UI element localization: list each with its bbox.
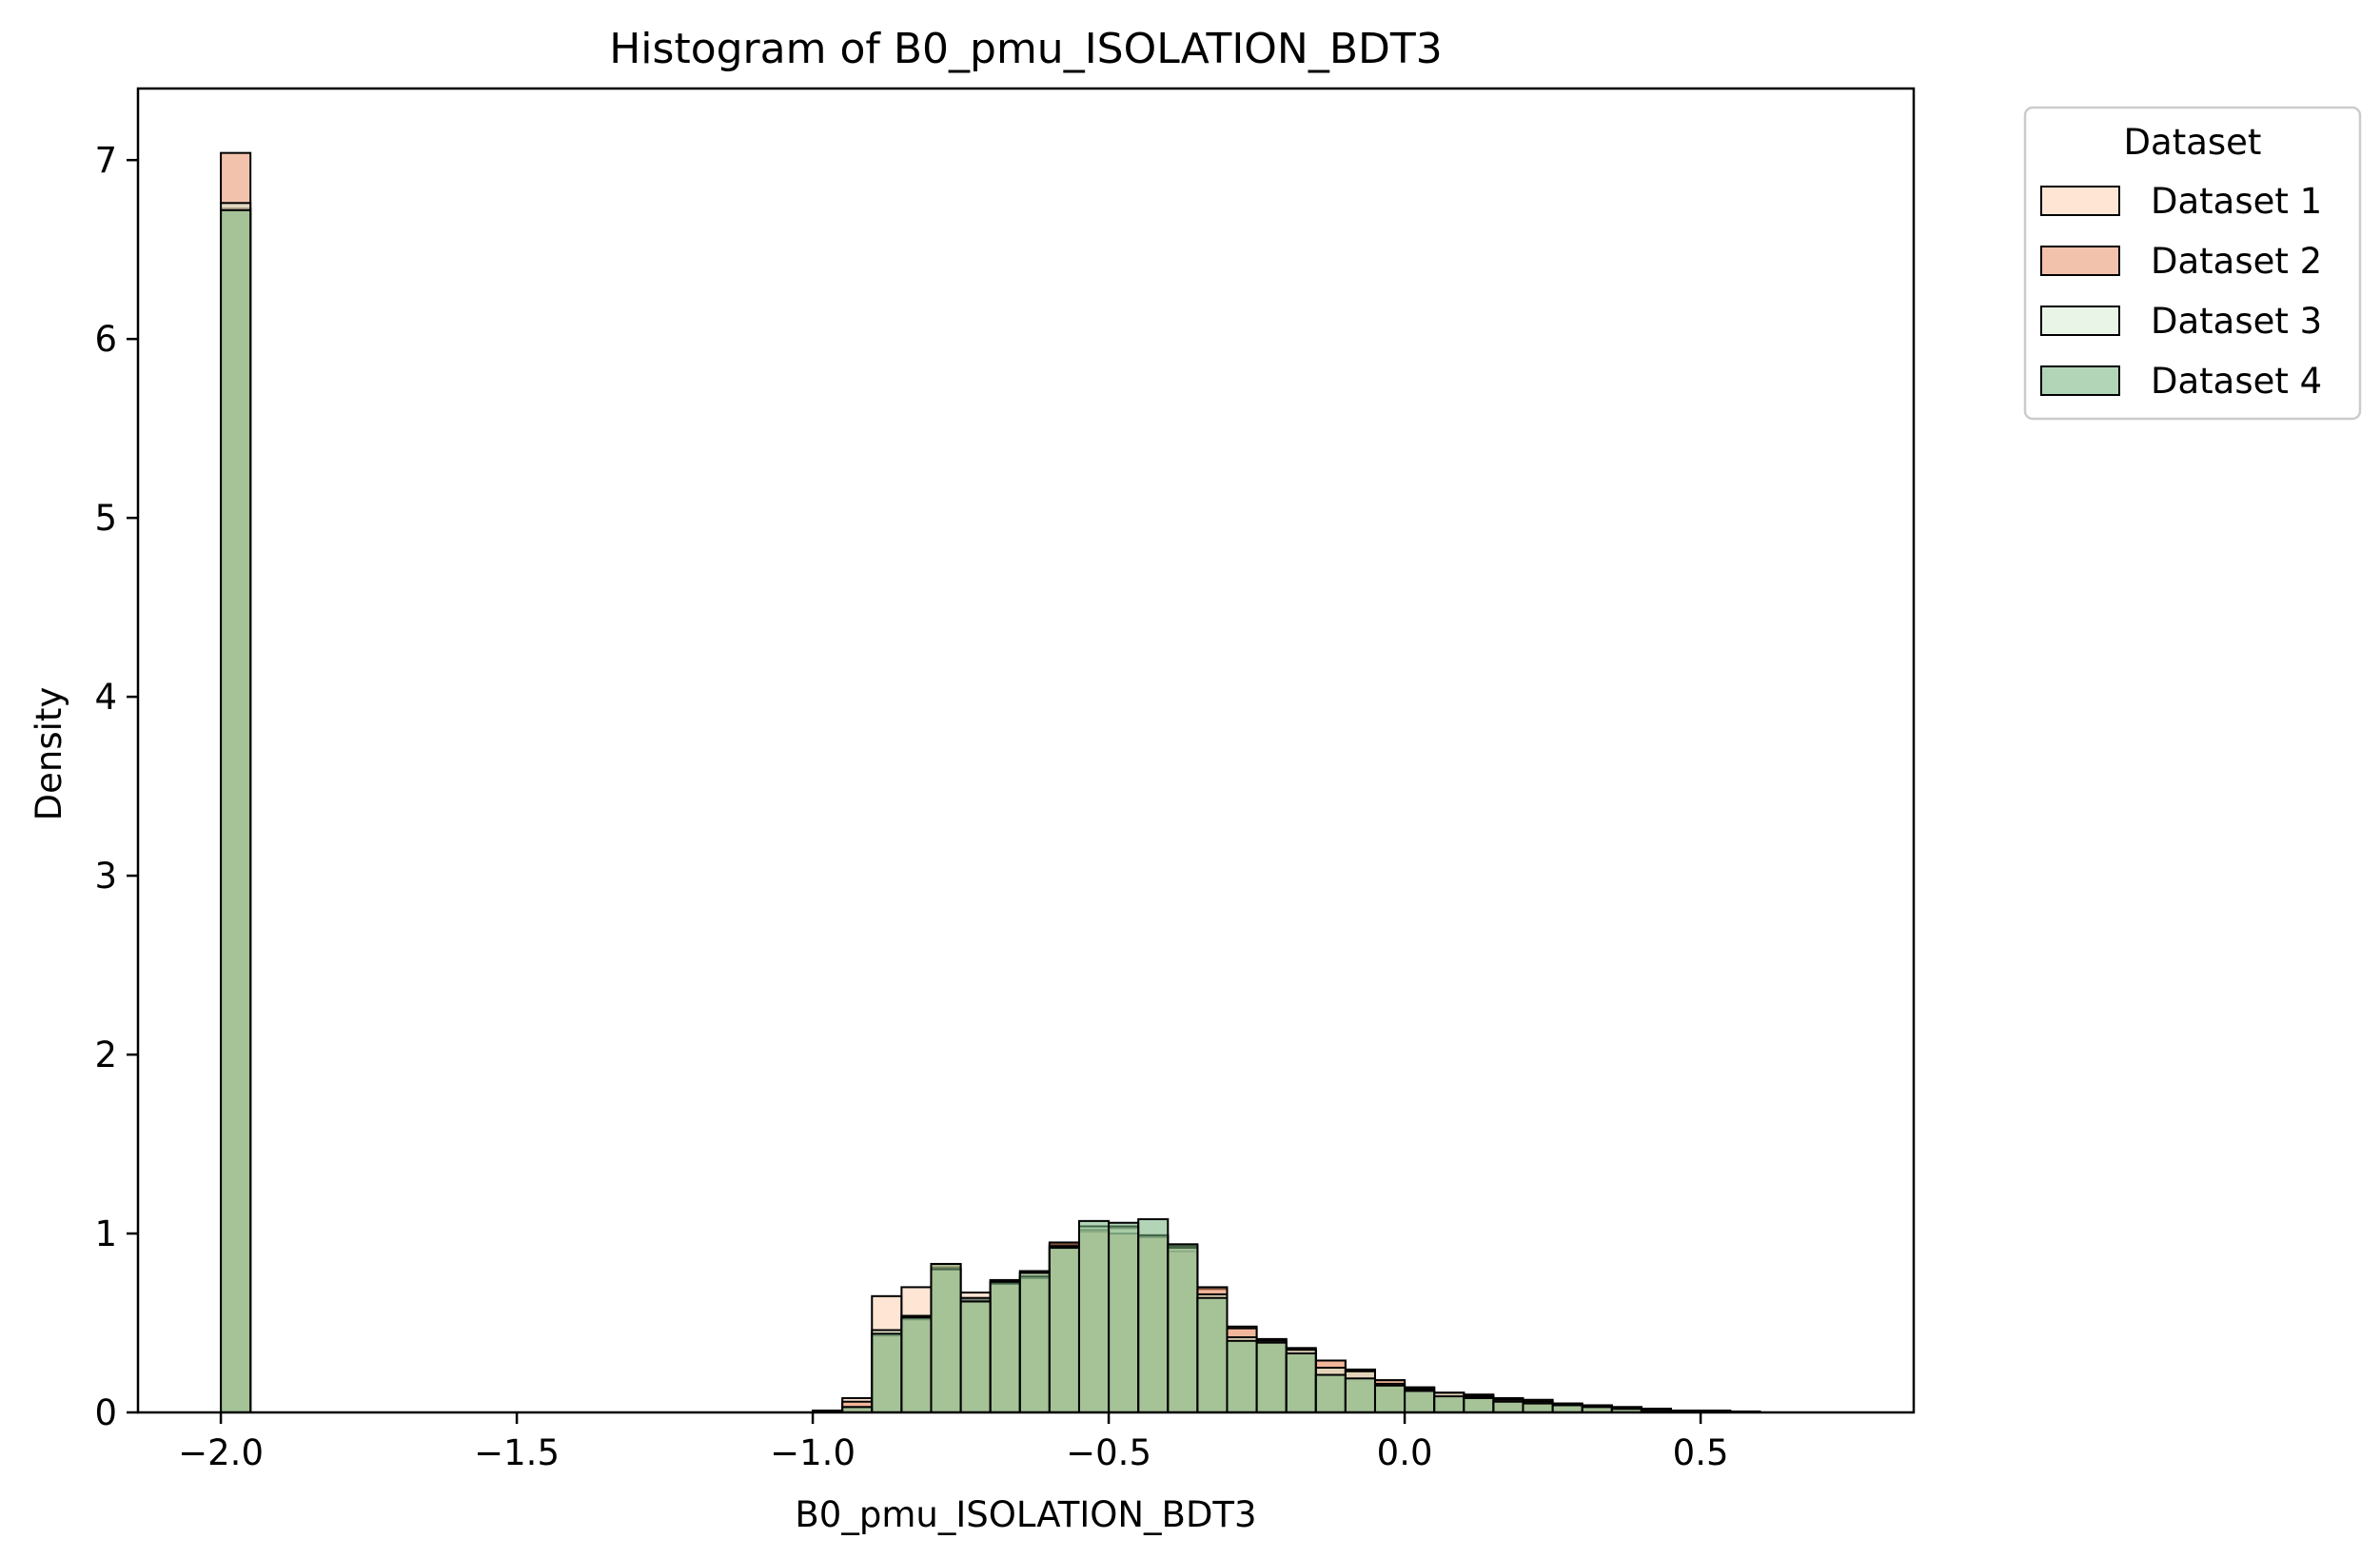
histogram-bar xyxy=(1285,1352,1317,1413)
histogram-bar xyxy=(1048,1247,1080,1414)
histogram-bar xyxy=(1373,1384,1406,1414)
x-tick-label: −2.0 xyxy=(178,1432,264,1473)
y-tick-label: 0 xyxy=(94,1392,117,1433)
histogram-bar xyxy=(989,1280,1021,1414)
x-tick-label: −0.5 xyxy=(1066,1432,1151,1473)
y-tick-label: 7 xyxy=(94,140,117,181)
x-axis-label: B0_pmu_ISOLATION_BDT3 xyxy=(795,1494,1256,1535)
histogram-bar xyxy=(1018,1272,1051,1413)
histogram-bar xyxy=(1137,1217,1170,1413)
histogram-bar xyxy=(1077,1219,1111,1413)
y-tick-label: 3 xyxy=(94,856,117,897)
x-tick-label: 0.5 xyxy=(1673,1432,1729,1473)
legend-swatch xyxy=(2040,186,2120,216)
y-axis-ticks: 0 1 2 3 4 5 6 7 xyxy=(94,140,138,1433)
legend-label: Dataset 2 xyxy=(2151,241,2322,282)
legend-title: Dataset xyxy=(2124,122,2262,163)
histogram-bar xyxy=(1522,1402,1554,1413)
y-tick-label: 4 xyxy=(94,677,117,718)
y-tick-label: 2 xyxy=(94,1035,117,1076)
histogram-bar xyxy=(1196,1296,1229,1413)
legend-frame xyxy=(2023,106,2362,421)
y-tick-label: 1 xyxy=(94,1214,117,1254)
histogram-bar xyxy=(1314,1373,1347,1414)
legend-label: Dataset 4 xyxy=(2151,361,2322,402)
chart-title: Histogram of B0_pmu_ISOLATION_BDT3 xyxy=(609,25,1443,73)
legend-swatch xyxy=(2040,365,2120,396)
legend-label: Dataset 1 xyxy=(2151,181,2322,222)
y-axis-label: Density xyxy=(29,687,69,821)
histogram-bar xyxy=(1255,1341,1288,1413)
histogram-bar xyxy=(1404,1390,1436,1413)
x-tick-label: 0.0 xyxy=(1377,1432,1433,1473)
histogram-bar xyxy=(1492,1400,1524,1413)
y-tick-label: 5 xyxy=(94,498,117,539)
legend-label: Dataset 3 xyxy=(2151,301,2322,342)
histogram-bar xyxy=(1167,1243,1199,1414)
bars-group xyxy=(220,151,1761,1414)
histogram-bar xyxy=(1108,1221,1140,1413)
plot-frame xyxy=(136,87,1916,1414)
legend-items: Dataset 1 Dataset 2 Dataset 3 Dataset 4 xyxy=(2040,181,2322,402)
histogram-bar xyxy=(1433,1395,1465,1413)
histogram-bar xyxy=(1463,1396,1495,1413)
x-tick-label: −1.5 xyxy=(474,1432,560,1473)
histogram-bar xyxy=(220,208,252,1414)
histogram-bar xyxy=(900,1316,933,1413)
x-tick-label: −1.0 xyxy=(770,1432,856,1473)
histogram-bar xyxy=(1344,1377,1376,1414)
legend-swatch xyxy=(2040,246,2120,276)
histogram-bar xyxy=(930,1262,962,1413)
histogram-bar xyxy=(1226,1339,1258,1414)
histogram-bar xyxy=(959,1300,992,1413)
y-tick-label: 6 xyxy=(94,319,117,360)
legend-swatch xyxy=(2040,306,2120,336)
x-axis-ticks: −2.0 −1.5 −1.0 −0.5 0.0 0.5 xyxy=(178,1412,1729,1473)
histogram-bar xyxy=(871,1332,903,1414)
